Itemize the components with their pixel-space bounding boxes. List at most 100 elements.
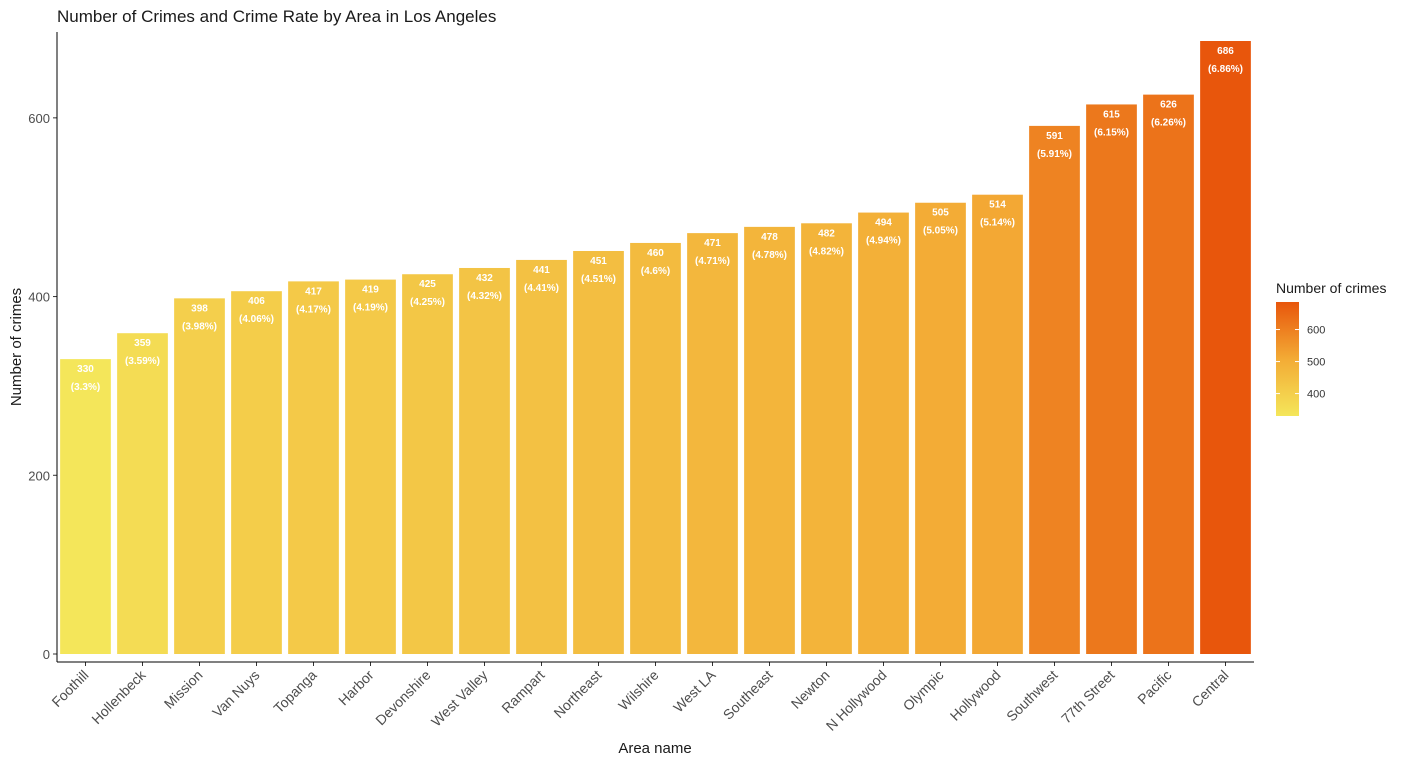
x-tick-label: Central xyxy=(1188,667,1231,710)
bar-value-label: 471 xyxy=(704,238,721,249)
bar-rate-label: (6.15%) xyxy=(1094,127,1129,138)
x-tick-label: Van Nuys xyxy=(209,667,263,721)
bar-rate-label: (3.59%) xyxy=(125,356,160,367)
legend-tick-label: 400 xyxy=(1307,389,1325,401)
x-axis-title: Area name xyxy=(618,740,691,757)
bar-rate-label: (5.91%) xyxy=(1037,149,1072,160)
legend-tick-label: 600 xyxy=(1307,325,1325,337)
bar-rate-label: (4.06%) xyxy=(239,314,274,325)
bar-southeast xyxy=(744,226,795,654)
y-tick-label: 200 xyxy=(28,468,50,483)
x-tick-label: Hollywood xyxy=(947,667,1004,724)
bar-rate-label: (4.94%) xyxy=(866,236,901,247)
bar-rate-label: (4.78%) xyxy=(752,250,787,261)
bar-central xyxy=(1200,41,1251,654)
bar-foothill xyxy=(60,359,111,654)
bar-value-label: 686 xyxy=(1217,46,1234,57)
bar-rate-label: (4.19%) xyxy=(353,303,388,314)
bar-value-label: 626 xyxy=(1160,100,1177,111)
x-tick-label: West LA xyxy=(670,666,719,715)
x-tick-label: Olympic xyxy=(900,667,947,714)
bar-southwest xyxy=(1029,125,1080,654)
bar-mission xyxy=(174,298,225,654)
y-tick-labels: 0 200 400 600 xyxy=(28,111,57,662)
bar-value-label: 398 xyxy=(191,303,208,314)
legend-color-bar xyxy=(1276,302,1299,416)
bar-77th-street xyxy=(1086,104,1137,654)
bar-rate-label: (6.26%) xyxy=(1151,118,1186,129)
x-tick-label: West Valley xyxy=(428,667,491,730)
bar-rate-label: (3.3%) xyxy=(71,382,100,393)
x-tick-label: Southwest xyxy=(1003,667,1061,725)
bar-value-label: 406 xyxy=(248,296,265,307)
x-tick-label: Pacific xyxy=(1134,667,1174,707)
bar-value-label: 417 xyxy=(305,286,322,297)
x-tick-label: 77th Street xyxy=(1058,667,1118,727)
y-tick-label: 0 xyxy=(43,647,50,662)
legend-title: Number of crimes xyxy=(1276,280,1386,296)
bar-value-label: 432 xyxy=(476,273,493,284)
x-tick-label: N Hollywood xyxy=(823,667,890,734)
bar-rate-label: (4.32%) xyxy=(467,291,502,302)
bar-rate-label: (4.82%) xyxy=(809,246,844,257)
x-tick-label: Newton xyxy=(788,667,833,712)
x-tick-label: Devonshire xyxy=(372,667,434,729)
bar-devonshire xyxy=(402,274,453,654)
x-tick-label: Harbor xyxy=(335,667,377,709)
bar-harbor xyxy=(345,279,396,654)
bar-rate-label: (5.14%) xyxy=(980,218,1015,229)
bar-value-label: 591 xyxy=(1046,131,1063,142)
bar-rate-label: (4.41%) xyxy=(524,283,559,294)
bar-value-label: 482 xyxy=(818,228,835,239)
bar-value-label: 460 xyxy=(647,248,664,259)
bar-wilshire xyxy=(630,242,681,654)
x-tick-label: Wilshire xyxy=(615,667,662,714)
bar-value-label: 494 xyxy=(875,218,892,229)
bar-west-valley xyxy=(459,267,510,654)
bar-pacific xyxy=(1143,94,1194,655)
bar-van-nuys xyxy=(231,291,282,654)
bar-rate-label: (5.05%) xyxy=(923,226,958,237)
y-tick-label: 600 xyxy=(28,111,50,126)
bar-value-label: 359 xyxy=(134,338,151,349)
bar-value-label: 478 xyxy=(761,232,778,243)
x-tick-label: Hollenbeck xyxy=(88,666,149,727)
bar-rate-label: (6.86%) xyxy=(1208,64,1243,75)
bar-olympic xyxy=(915,202,966,655)
bar-topanga xyxy=(288,281,339,654)
chart-title: Number of Crimes and Crime Rate by Area … xyxy=(57,7,496,26)
x-tick-label: Mission xyxy=(161,667,206,712)
bar-west-la xyxy=(687,233,738,654)
x-tick-label: Rampart xyxy=(498,667,547,716)
x-tick-label: Topanga xyxy=(270,667,319,716)
bar-value-label: 425 xyxy=(419,279,436,290)
bar-rate-label: (4.71%) xyxy=(695,256,730,267)
bar-value-label: 451 xyxy=(590,256,607,267)
bar-rampart xyxy=(516,259,567,654)
bars-group xyxy=(60,41,1251,655)
bar-labels-group: 330 (3.3%) 359 (3.59%) 398 (3.98%) 406 (4.06%) 4… xyxy=(71,46,1243,393)
bar-rate-label: (4.17%) xyxy=(296,304,331,315)
bar-newton xyxy=(801,223,852,655)
bar-hollenbeck xyxy=(117,333,168,654)
bar-value-label: 441 xyxy=(533,265,550,276)
y-tick-label: 400 xyxy=(28,290,50,305)
bar-hollywood xyxy=(972,194,1023,654)
legend-ticks: 400 500 600 xyxy=(1276,325,1325,401)
bar-n-hollywood xyxy=(858,212,909,654)
bar-rate-label: (4.51%) xyxy=(581,274,616,285)
bar-value-label: 505 xyxy=(932,208,949,219)
x-tick-label: Foothill xyxy=(48,667,91,710)
bar-value-label: 419 xyxy=(362,285,379,296)
bar-rate-label: (4.6%) xyxy=(641,266,670,277)
legend-tick-label: 500 xyxy=(1307,357,1325,369)
bar-value-label: 330 xyxy=(77,364,94,375)
bar-rate-label: (4.25%) xyxy=(410,297,445,308)
x-tick-label: Northeast xyxy=(550,667,604,721)
bar-rate-label: (3.98%) xyxy=(182,321,217,332)
color-legend: Number of crimes 400 500 600 xyxy=(1276,280,1386,416)
x-tick-label: Southeast xyxy=(720,667,776,723)
bar-northeast xyxy=(573,250,624,655)
